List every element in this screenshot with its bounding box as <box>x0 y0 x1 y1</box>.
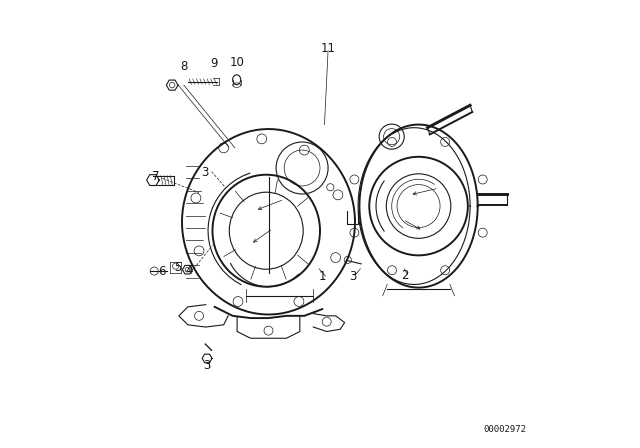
Text: 9: 9 <box>210 57 218 70</box>
Text: 3: 3 <box>203 359 211 372</box>
Text: 3: 3 <box>349 270 357 283</box>
Text: 3: 3 <box>201 166 209 179</box>
Text: 7: 7 <box>152 170 160 184</box>
Text: 10: 10 <box>230 56 244 69</box>
Text: 2: 2 <box>401 268 409 282</box>
Text: 1: 1 <box>319 270 326 284</box>
Text: 5: 5 <box>174 260 181 274</box>
Text: 4: 4 <box>185 263 193 277</box>
Text: 11: 11 <box>321 42 335 55</box>
Text: 8: 8 <box>180 60 188 73</box>
Text: 6: 6 <box>159 264 166 278</box>
Text: 00002972: 00002972 <box>483 425 526 434</box>
